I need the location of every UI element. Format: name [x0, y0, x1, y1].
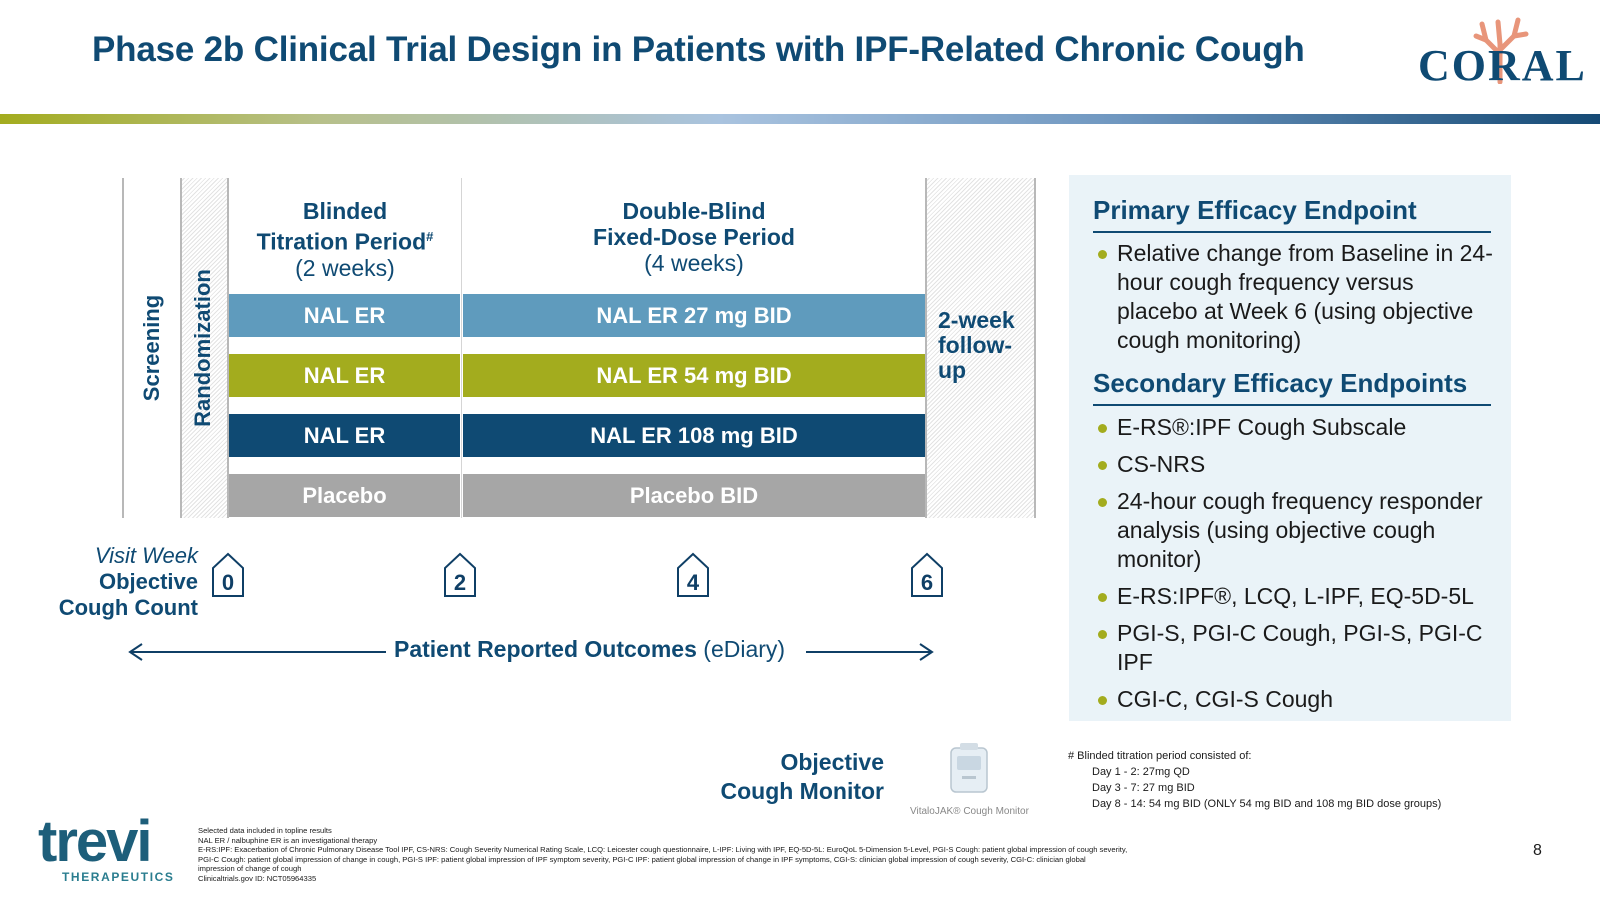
- page-title: Phase 2b Clinical Trial Design in Patien…: [92, 30, 1305, 69]
- references: Selected data included in topline result…: [198, 826, 1127, 884]
- page-number: 8: [1533, 842, 1542, 859]
- visit-week-4-marker: [677, 552, 709, 597]
- randomization-right-line: [227, 178, 229, 518]
- secondary-endpoint-item-6: CGI-C, CGI-S Cough: [1095, 685, 1495, 714]
- objective-count-line2: Cough Count: [58, 595, 198, 620]
- footnote-lines: Day 1 - 2: 27mg QD Day 3 - 7: 27 mg BID Da…: [1068, 764, 1441, 812]
- secondary-endpoint-item-3: 24-hour cough frequency responder analys…: [1095, 487, 1495, 574]
- footnote-line-3: Day 8 - 14: 54 mg BID (ONLY 54 mg BID an…: [1092, 798, 1442, 810]
- visit-week-6-marker: [911, 552, 943, 597]
- screening-divider: [122, 178, 124, 518]
- primary-endpoint-item-1: Relative change from Baseline in 24-hour…: [1095, 239, 1495, 355]
- footnote-line-1: Day 1 - 2: 27mg QD: [1092, 766, 1190, 778]
- monitor-line1: Objective: [780, 749, 884, 775]
- titration-header-line2: Titration Period: [256, 228, 427, 255]
- reference-line-4: PGI-C Cough: patient global impression o…: [198, 854, 1086, 864]
- randomization-left-line: [180, 178, 182, 518]
- reference-line-2: NAL ER / nalbuphine ER is an investigati…: [198, 835, 378, 845]
- secondary-endpoint-item-2: CS-NRS: [1095, 450, 1495, 479]
- reference-line-5: impression of change of cough: [198, 864, 302, 874]
- primary-rule: [1093, 231, 1491, 233]
- randomization-label: Randomization: [190, 269, 215, 427]
- fixed-header-line1: Double-Blind: [622, 198, 766, 224]
- objective-count-line1: Objective: [98, 569, 198, 594]
- objective-cough-monitor-label: Objective Cough Monitor: [680, 748, 884, 806]
- secondary-endpoint-item-4: E-RS:IPF®, LCQ, L-IPF, EQ-5D-5L: [1095, 582, 1495, 611]
- endpoints-panel: Primary Efficacy Endpoint Relative chang…: [1069, 175, 1511, 721]
- titration-footnote-mark: #: [426, 229, 434, 244]
- secondary-endpoint-item-1: E-RS®:IPF Cough Subscale: [1095, 413, 1495, 442]
- visit-week-4-number: 4: [686, 570, 700, 595]
- secondary-endpoint-list: E-RS®:IPF Cough Subscale CS-NRS 24-hour co…: [1095, 413, 1495, 722]
- pro-rest: (eDiary): [696, 636, 786, 662]
- followup-band: [926, 178, 1034, 518]
- visit-week-0-marker: [212, 552, 244, 597]
- reference-line-6: Clinicaltrials.gov ID: NCT05964335: [198, 873, 317, 883]
- followup-line2: follow-: [938, 332, 1013, 358]
- coral-logo: CORAL: [1418, 41, 1587, 90]
- footnote-title: # Blinded titration period consisted of:: [1068, 750, 1252, 762]
- titration-header-line1: Blinded: [302, 198, 388, 224]
- followup-label: 2-week follow- up: [938, 308, 1015, 383]
- secondary-endpoint-title: Secondary Efficacy Endpoints: [1093, 368, 1468, 398]
- arm-1-fixed-dose-bar: NAL ER 27 mg BID: [463, 294, 925, 337]
- pro-label: Patient Reported Outcomes (eDiary): [394, 636, 785, 663]
- followup-left-line: [925, 178, 927, 518]
- visit-week-2-marker: [444, 552, 476, 597]
- secondary-endpoint-item-5: PGI-S, PGI-C Cough, PGI-S, PGI-C IPF: [1095, 619, 1495, 677]
- titration-period-header: Blinded Titration Period# (2 weeks): [232, 198, 458, 281]
- fixed-header-line2: Fixed-Dose Period: [593, 224, 795, 250]
- followup-right-line: [1034, 178, 1036, 518]
- reference-line-3: E-RS:IPF: Exacerbation of Chronic Pulmon…: [198, 845, 1128, 855]
- randomization-band: [181, 178, 227, 518]
- visit-week-6-number: 6: [920, 570, 934, 595]
- trevi-logo: trevi: [38, 809, 153, 874]
- titration-header-line3: (2 weeks): [295, 254, 395, 281]
- coral-logo-icon: [1473, 17, 1529, 84]
- followup-line3: up: [938, 357, 967, 383]
- primary-endpoint-title: Primary Efficacy Endpoint: [1093, 195, 1417, 225]
- arm-2-fixed-dose-bar: NAL ER 54 mg BID: [463, 354, 925, 397]
- header-gradient-band: [0, 114, 1600, 124]
- arm-4-titration-bar: Placebo: [229, 474, 460, 517]
- fixed-dose-period-header: Double-Blind Fixed-Dose Period (4 weeks): [464, 198, 924, 276]
- visit-week-label: Visit Week Objective Cough Count: [40, 543, 198, 621]
- followup-line1: 2-week: [938, 307, 1015, 333]
- visit-week-0-number: 0: [221, 570, 235, 595]
- period-divider: [461, 178, 462, 518]
- pro-bold: Patient Reported Outcomes: [394, 636, 697, 662]
- fixed-header-line3: (4 weeks): [644, 250, 744, 276]
- secondary-rule: [1093, 404, 1491, 406]
- arm-3-titration-bar: NAL ER: [229, 414, 460, 457]
- arm-2-titration-bar: NAL ER: [229, 354, 460, 397]
- trevi-logo-subtitle: THERAPEUTICS: [62, 870, 175, 884]
- pro-double-arrow: [128, 643, 934, 661]
- visit-week-text: Visit Week: [94, 543, 198, 568]
- visit-week-2-number: 2: [453, 570, 467, 595]
- cough-monitor-device-icon: [950, 743, 988, 793]
- footnote-line-2: Day 3 - 7: 27 mg BID: [1092, 782, 1195, 794]
- primary-endpoint-list: Relative change from Baseline in 24-hour…: [1095, 239, 1495, 363]
- screening-label: Screening: [139, 294, 164, 402]
- monitor-line2: Cough Monitor: [720, 778, 884, 804]
- arm-1-titration-bar: NAL ER: [229, 294, 460, 337]
- reference-line-1: Selected data included in topline result…: [198, 826, 332, 835]
- titration-footnote: # Blinded titration period consisted of:…: [1068, 748, 1441, 812]
- arm-4-fixed-dose-bar: Placebo BID: [463, 474, 925, 517]
- arm-3-fixed-dose-bar: NAL ER 108 mg BID: [463, 414, 925, 457]
- cough-monitor-caption: VitaloJAK® Cough Monitor: [910, 806, 1029, 817]
